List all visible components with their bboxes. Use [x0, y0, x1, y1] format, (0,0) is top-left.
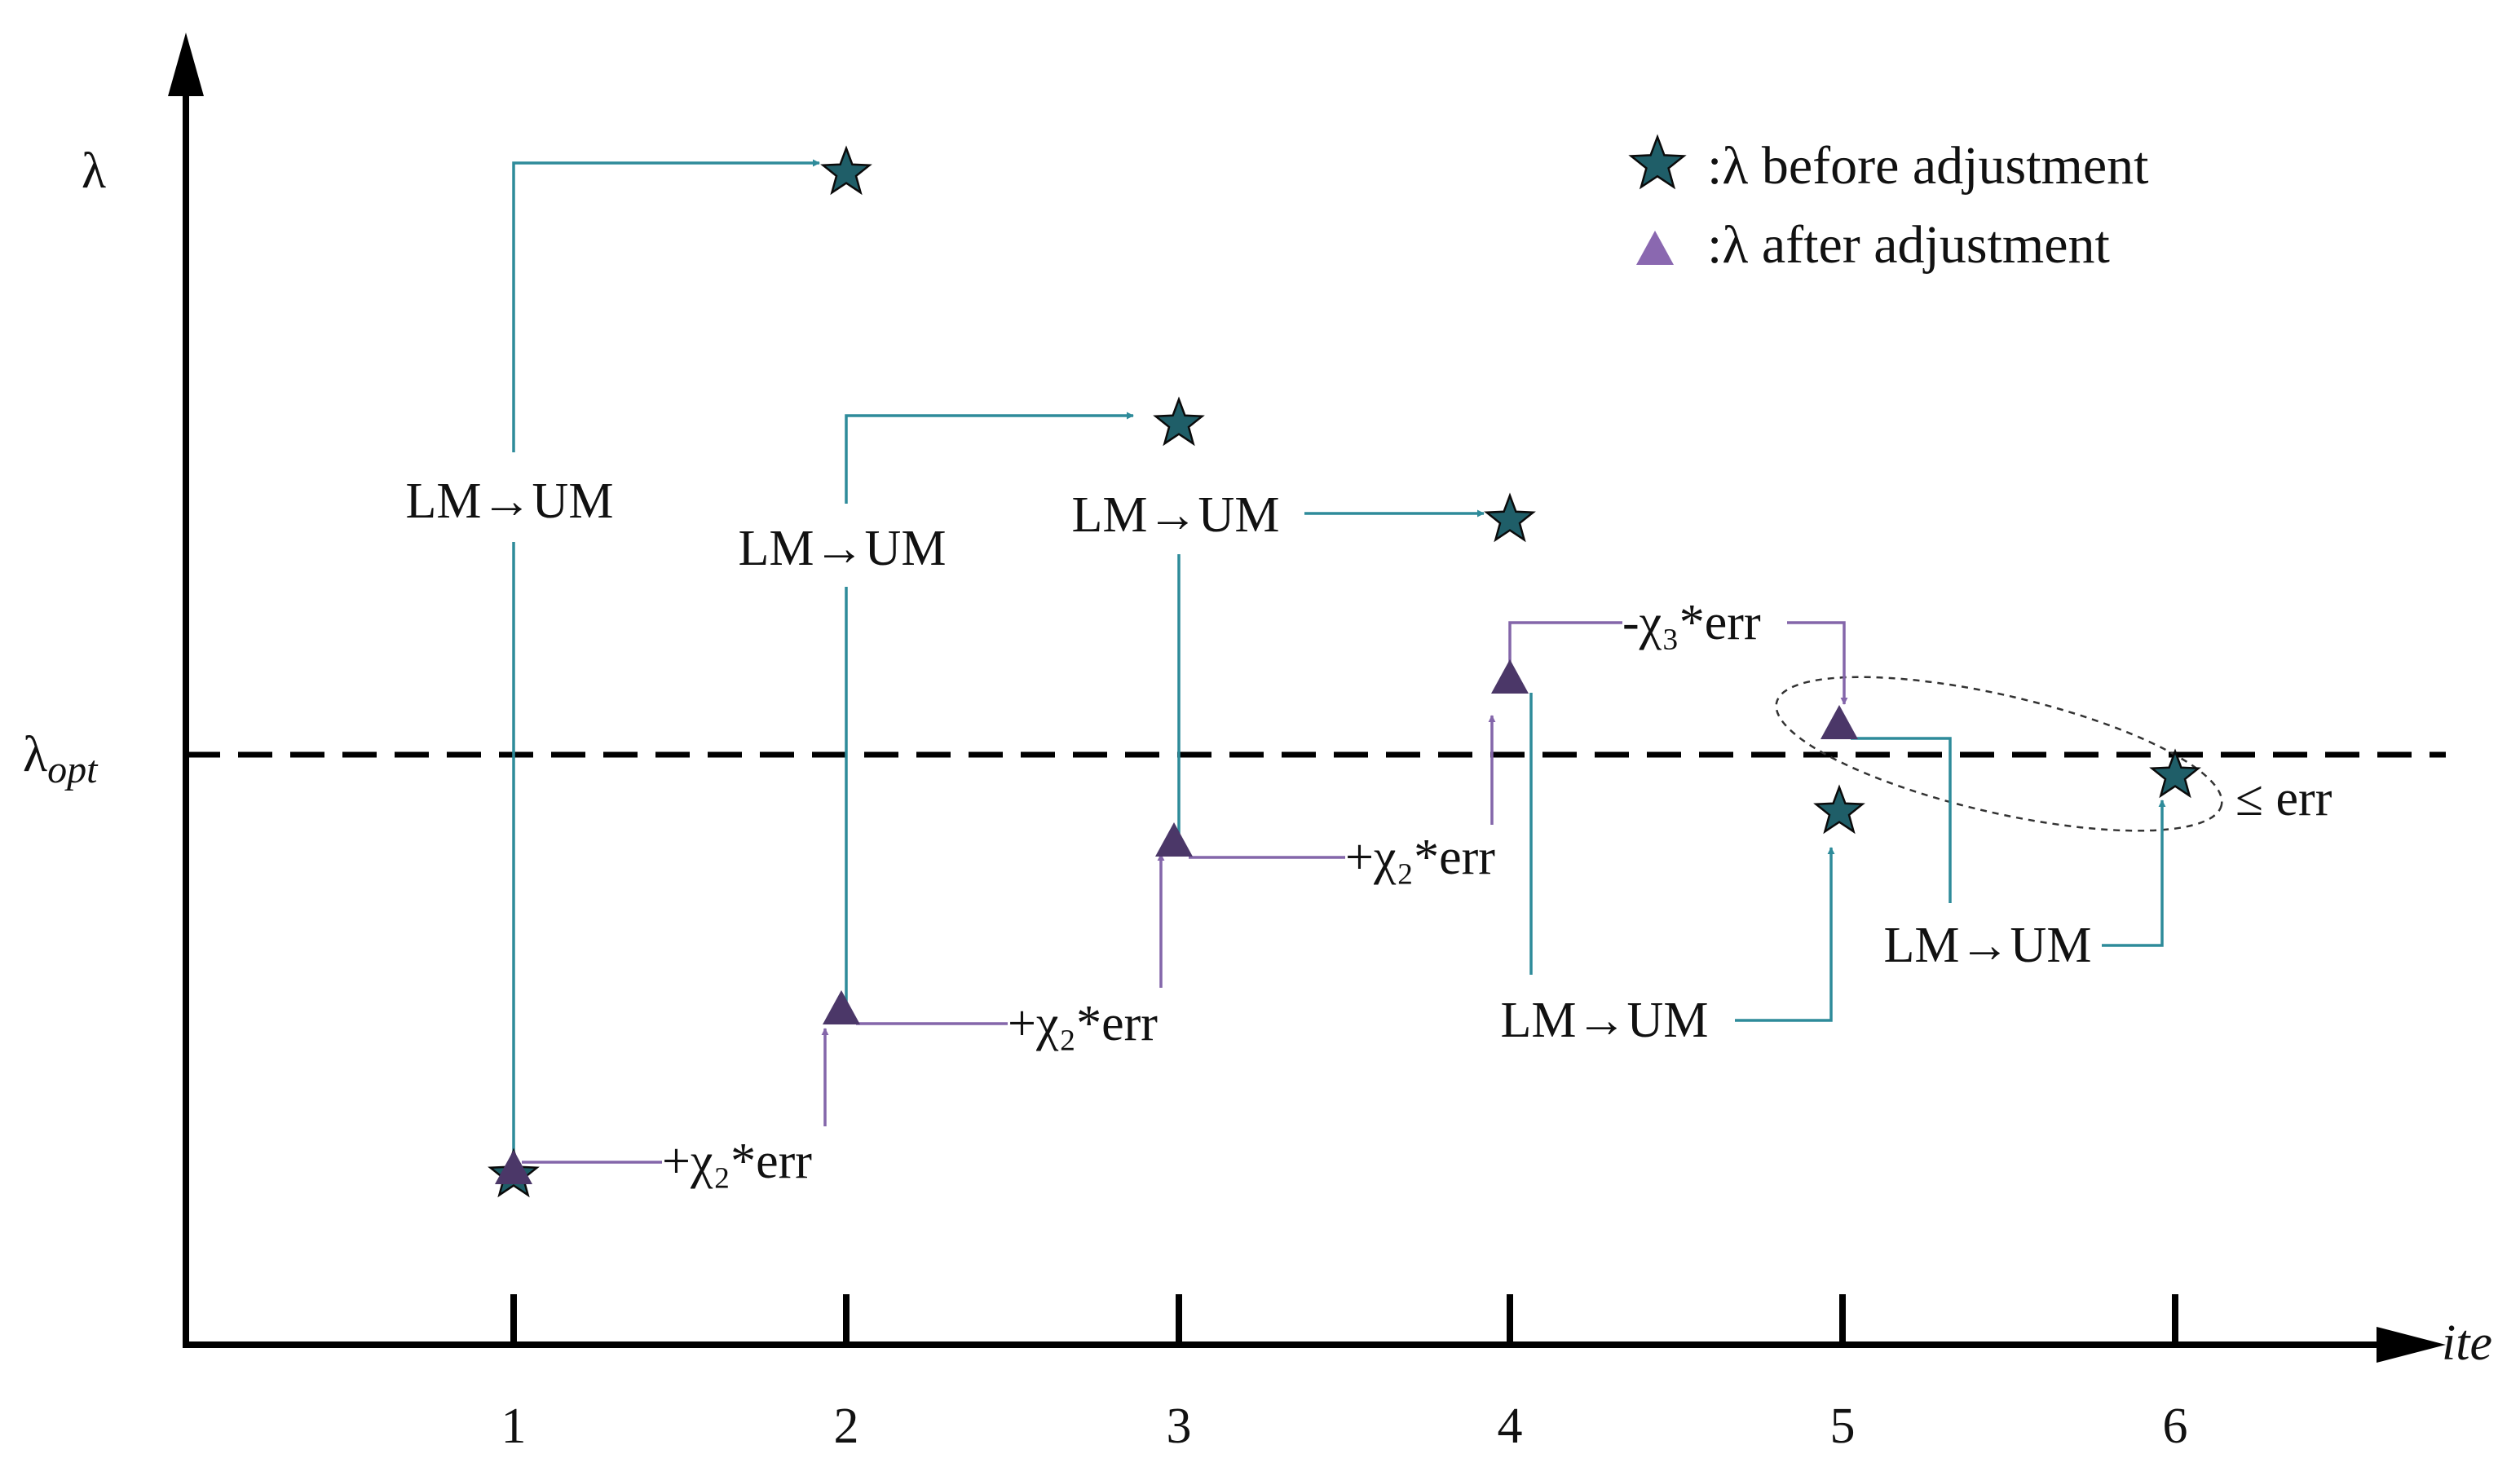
legend-before-label: :λ before adjustment [1707, 136, 2149, 196]
plus-chi2-label-2: +χ₂*err [1008, 996, 1158, 1051]
star-marker-iter-2 [820, 145, 872, 196]
teal-path-1-upper [512, 159, 820, 452]
x-tick-label-3: 3 [1167, 1399, 1192, 1454]
x-tick-label-6: 6 [2163, 1399, 2188, 1454]
triangle-marker-iter-4 [1491, 659, 1529, 694]
lambda-opt-main: λ [23, 727, 47, 782]
lambda-opt-subscript: opt [47, 748, 99, 791]
plus-chi2-label-3: +χ₂*err [1345, 830, 1495, 885]
purple-path-4-left [1508, 621, 1622, 673]
star-marker-iter-3 [1153, 396, 1205, 447]
minus-chi3-label-4: -χ₃*err [1622, 595, 1761, 650]
legend-triangle-icon [1636, 231, 1674, 265]
purple-paths [522, 621, 1848, 1164]
teal-path-2-upper [845, 412, 1134, 504]
teal-path-5-upper [1851, 737, 1952, 903]
plus-chi2-label-1: +χ₂*err [662, 1134, 812, 1189]
teal-paths [512, 159, 2166, 1157]
star-marker-iter-6 [2149, 748, 2201, 799]
lm-um-label-1: LM→UM [406, 474, 614, 529]
triangle-marker-iter-3 [1155, 822, 1193, 857]
legend-after-label: :λ after adjustment [1707, 215, 2110, 275]
legend-star-icon [1628, 134, 1687, 190]
teal-path-5-right [2102, 800, 2166, 947]
lm-um-label-3: LM→UM [1072, 487, 1280, 543]
star-marker-iter-4 [1484, 492, 1536, 543]
star-marker-iter-5 [1813, 784, 1865, 835]
purple-path-4-right [1787, 621, 1848, 705]
lm-um-label-2: LM→UM [739, 521, 947, 576]
legend: :λ before adjustment :λ after adjustment [1628, 134, 2149, 275]
x-tick-label-5: 5 [1830, 1399, 1856, 1454]
x-tick-label-4: 4 [1498, 1399, 1523, 1454]
triangle-marker-iter-5 [1820, 705, 1858, 739]
lambda-opt-label: λopt [23, 727, 99, 791]
markers [488, 145, 2201, 1198]
teal-path-4-right [1735, 847, 1835, 1022]
x-tick-label-2: 2 [834, 1399, 859, 1454]
le-err-label: ≤ err [2235, 771, 2332, 826]
x-tick-label-1: 1 [501, 1399, 527, 1454]
annotation-labels: LM→UM LM→UM LM→UM LM→UM LM→UM +χ₂*err +χ… [406, 474, 2332, 1189]
triangle-marker-iter-1 [495, 1150, 532, 1184]
lm-um-label-5: LM→UM [1884, 918, 2092, 973]
x-axis-arrow [2377, 1327, 2446, 1363]
x-axis-label: ite [2442, 1315, 2492, 1371]
y-axis-label: λ [82, 143, 106, 199]
convergence-ellipse [1775, 676, 2223, 832]
triangle-marker-iter-2 [823, 990, 860, 1024]
axes: 1 2 3 4 5 6 λ ite λopt [23, 33, 2492, 1454]
lm-um-label-4: LM→UM [1501, 993, 1709, 1048]
y-axis-arrow [168, 33, 204, 96]
